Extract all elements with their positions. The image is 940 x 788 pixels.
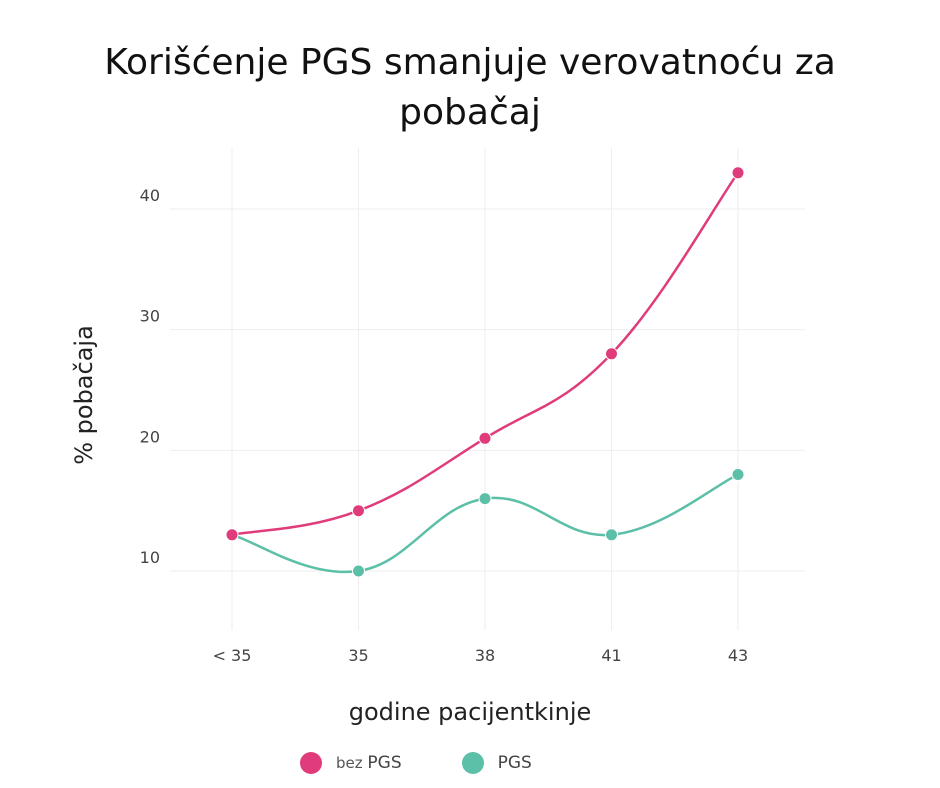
data-point-bez-pgs-4 [731, 166, 745, 180]
data-point-bez-pgs-3 [605, 347, 618, 361]
legend-prefix-bez-pgs: bez [336, 754, 368, 772]
x-tick-label-1: 35 [348, 646, 368, 665]
y-tick-label-30: 30 [140, 307, 160, 326]
data-point-pgs-1 [352, 564, 365, 578]
chart-title-line-2: pobačaj [399, 92, 541, 133]
x-axis-title: godine pacijentkinje [349, 698, 592, 726]
x-tick-label-4: 43 [728, 646, 748, 665]
y-axis-ticks: 10 20 30 40 [140, 186, 160, 567]
x-tick-label-0: < 35 [213, 646, 252, 665]
legend: bez PGS PGS [300, 750, 592, 776]
y-axis-title: % pobačaja [70, 325, 98, 465]
x-tick-label-2: 38 [475, 646, 495, 665]
legend-marker-pgs [461, 752, 484, 774]
data-point-pgs-2 [478, 492, 492, 506]
legend-item-pgs[interactable]: PGS [461, 752, 532, 774]
x-axis-ticks: < 35 35 38 41 43 [213, 646, 749, 665]
grid-lines [170, 148, 805, 630]
data-point-bez-pgs-1 [352, 504, 365, 518]
legend-label-pgs: PGS [497, 753, 532, 773]
series-line-bez-pgs [231, 172, 740, 537]
legend-marker-bez-pgs [300, 752, 322, 774]
data-point-bez-pgs-2 [478, 431, 492, 445]
chart-title: Korišćenje PGS smanjuje verovatnoću za p… [0, 38, 940, 138]
chart-title-line-1: Korišćenje PGS smanjuje verovatnoću za [104, 42, 836, 83]
legend-item-bez-pgs[interactable]: bez PGS [300, 752, 402, 774]
series-points [225, 166, 745, 578]
legend-label-bez-pgs: PGS [367, 753, 402, 773]
x-tick-label-3: 41 [601, 646, 621, 665]
data-point-pgs-4 [731, 468, 745, 481]
y-tick-label-40: 40 [140, 186, 160, 205]
y-tick-label-20: 20 [140, 427, 160, 446]
y-tick-label-10: 10 [140, 548, 160, 567]
data-point-pgs-3 [605, 528, 618, 542]
data-point-bez-pgs-0 [225, 528, 239, 542]
